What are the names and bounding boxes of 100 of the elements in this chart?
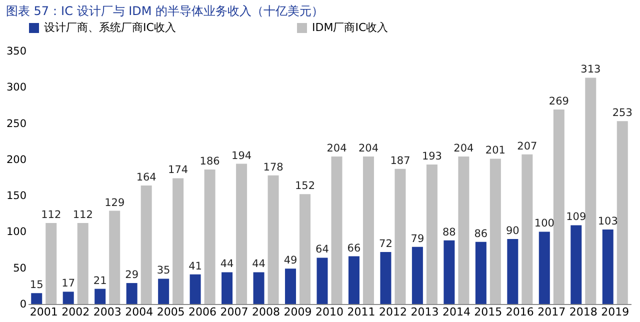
bar [222, 272, 233, 304]
bar [126, 283, 138, 304]
x-tick-label: 2004 [125, 306, 154, 318]
x-tick-label: 2019 [601, 306, 630, 318]
y-tick-label: 50 [13, 262, 26, 274]
x-tick-label: 2012 [378, 306, 407, 318]
bar [412, 246, 423, 304]
bar [140, 185, 152, 304]
data-label: 253 [612, 107, 632, 120]
x-tick-label: 2011 [347, 306, 376, 318]
data-label: 204 [358, 142, 379, 155]
data-label: 313 [580, 64, 601, 76]
bar [331, 156, 342, 304]
x-tick-label: 2007 [220, 306, 248, 318]
bar [362, 156, 374, 304]
data-label: 66 [347, 242, 361, 254]
bar [94, 288, 106, 304]
y-tick-label: 300 [6, 82, 26, 94]
bar [444, 240, 455, 304]
y-tick-label: 250 [6, 118, 26, 130]
data-label: 90 [506, 224, 520, 237]
data-label: 41 [188, 260, 202, 272]
data-label: 204 [454, 142, 474, 155]
data-label: 174 [168, 164, 188, 176]
x-tick-label: 2017 [538, 306, 566, 318]
bar [490, 158, 501, 304]
x-tick-label: 2006 [188, 306, 217, 318]
data-label: 164 [136, 171, 157, 184]
y-tick-label: 350 [6, 46, 26, 58]
data-label: 109 [566, 211, 586, 224]
x-tick-label: 2010 [316, 306, 344, 318]
data-label: 152 [294, 180, 316, 192]
bar [475, 242, 486, 304]
data-label: 269 [548, 96, 569, 108]
data-label: 44 [252, 258, 266, 270]
bar [77, 223, 88, 304]
bar [62, 292, 74, 304]
bar [348, 256, 360, 304]
data-label: 112 [41, 209, 62, 222]
bar [158, 278, 170, 304]
data-label: 35 [156, 264, 170, 277]
data-label: 64 [316, 244, 330, 256]
x-tick-label: 2013 [410, 306, 439, 318]
data-label: 204 [326, 142, 348, 155]
bar [31, 293, 42, 304]
bar [172, 178, 184, 304]
bar [300, 194, 311, 304]
data-label: 17 [62, 278, 76, 290]
y-tick-label: 150 [6, 190, 26, 202]
x-tick-label: 2003 [93, 306, 122, 318]
x-tick-label: 2015 [474, 306, 502, 318]
data-label: 112 [72, 209, 93, 222]
bar [316, 258, 328, 304]
data-label: 15 [30, 279, 44, 292]
bar [190, 274, 201, 304]
bar [616, 121, 628, 304]
data-label: 49 [284, 254, 298, 267]
data-label: 21 [93, 274, 107, 287]
data-label: 72 [379, 238, 392, 250]
bar [426, 164, 438, 304]
data-label: 178 [263, 161, 284, 174]
data-label: 193 [422, 150, 442, 162]
bar [602, 230, 614, 304]
bar [46, 223, 57, 304]
data-label: 103 [598, 216, 618, 228]
y-tick-label: 200 [6, 154, 26, 166]
data-label: 88 [442, 226, 456, 238]
x-tick-label: 2014 [442, 306, 470, 318]
data-label: 194 [232, 150, 252, 162]
bar [285, 268, 296, 304]
bar [570, 225, 582, 304]
x-tick-label: 2018 [569, 306, 598, 318]
data-label: 86 [474, 228, 488, 240]
bar [268, 175, 279, 304]
legend-label: IDM厂商IC收入 [312, 21, 388, 34]
x-tick-label: 2008 [252, 306, 280, 318]
data-label: 207 [517, 140, 538, 152]
x-tick-label: 2016 [506, 306, 534, 318]
x-tick-label: 2001 [30, 306, 58, 318]
bar [522, 154, 533, 304]
bar [585, 78, 596, 304]
chart-title: 图表 57：IC 设计厂与 IDM 的半导体业务收入（十亿美元） [6, 4, 324, 18]
bar [507, 238, 518, 304]
legend-label: 设计厂商、系统厂商IC收入 [44, 21, 176, 34]
data-label: 186 [200, 156, 220, 168]
data-label: 129 [104, 196, 125, 209]
data-label: 29 [125, 269, 139, 282]
data-label: 79 [410, 232, 424, 245]
x-tick-label: 2002 [62, 306, 90, 318]
x-tick-label: 2005 [156, 306, 185, 318]
data-label: 201 [485, 144, 506, 157]
x-tick-label: 2009 [284, 306, 312, 318]
bar [458, 156, 470, 304]
y-tick-label: 0 [20, 298, 26, 310]
bar [204, 170, 216, 304]
bar [236, 164, 248, 304]
bar [109, 210, 120, 304]
bar [538, 232, 550, 304]
bar [380, 252, 392, 304]
bar [394, 168, 406, 304]
